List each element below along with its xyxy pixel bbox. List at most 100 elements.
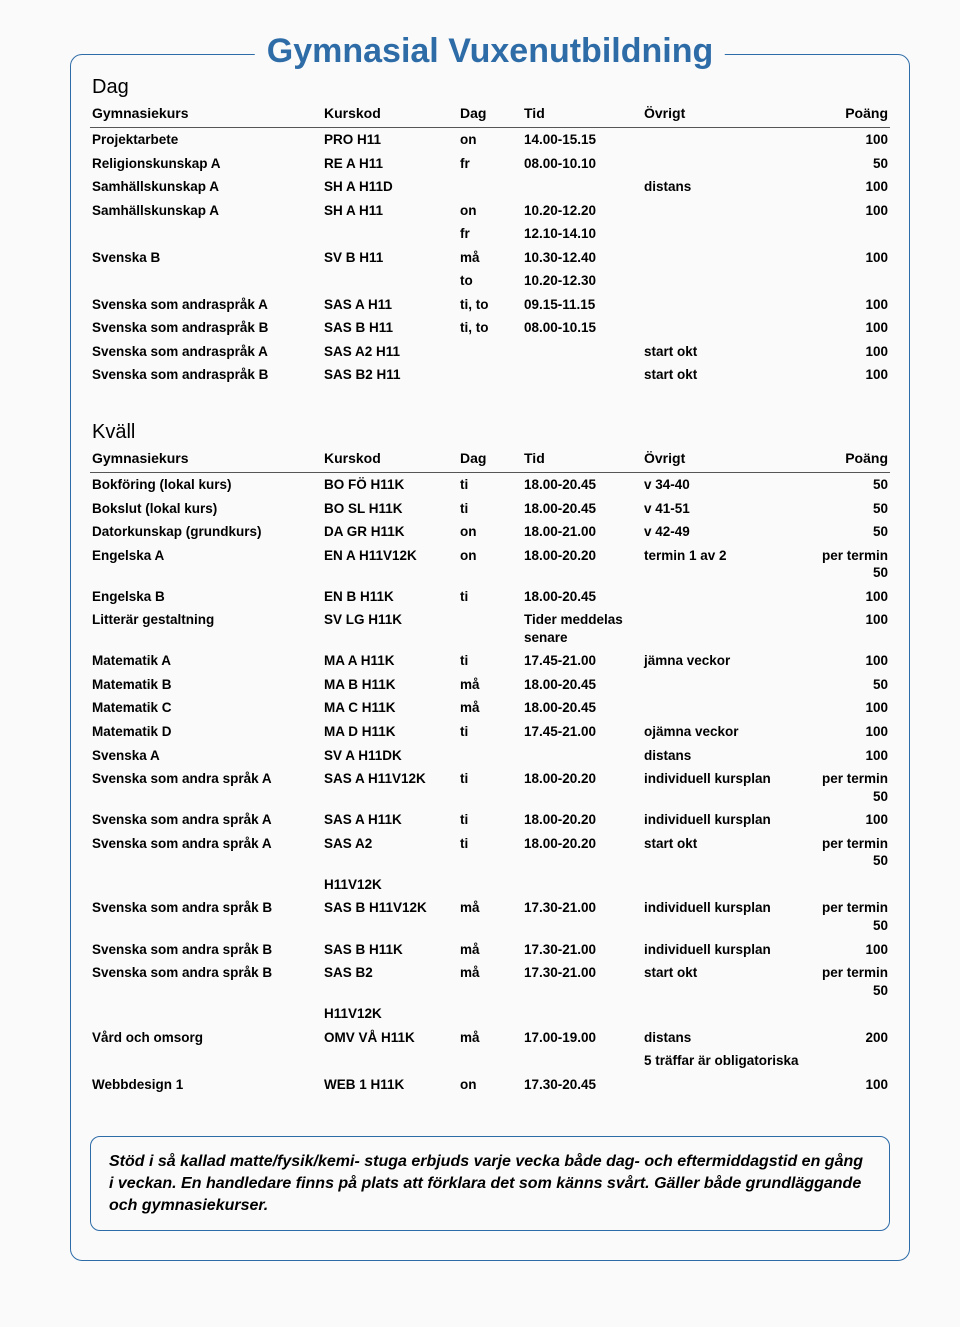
col-ovr-header-2: Övrigt (642, 446, 810, 473)
cell-kod (322, 222, 458, 246)
cell-kurs: Svenska som andraspråk A (90, 340, 322, 364)
table-row: to10.20-12.30 (90, 269, 890, 293)
cell-dag: må (458, 673, 522, 697)
cell-ovr: distans (642, 744, 810, 768)
cell-kurs: Svenska som andra språk B (90, 896, 322, 937)
cell-tid (522, 340, 642, 364)
cell-poang: 50 (810, 673, 890, 697)
col-ovr-header: Övrigt (642, 101, 810, 128)
cell-kod: BO FÖ H11K (322, 473, 458, 497)
cell-dag: ti (458, 767, 522, 808)
table-row: 5 träffar är obligatoriska (90, 1049, 890, 1073)
cell-poang: per termin 50 (810, 896, 890, 937)
cell-dag: ti (458, 808, 522, 832)
cell-kurs: Bokslut (lokal kurs) (90, 497, 322, 521)
col-tid-header: Tid (522, 101, 642, 128)
cell-dag: ti (458, 649, 522, 673)
cell-tid: 18.00-20.45 (522, 696, 642, 720)
cell-kurs: Matematik B (90, 673, 322, 697)
cell-poang: 100 (810, 128, 890, 152)
cell-dag: ti (458, 720, 522, 744)
table-row: Webbdesign 1WEB 1 H11Kon17.30-20.45100 (90, 1073, 890, 1097)
cell-ovr: v 41-51 (642, 497, 810, 521)
cell-dag: fr (458, 222, 522, 246)
cell-kurs (90, 269, 322, 293)
cell-dag (458, 608, 522, 649)
cell-kod: SAS B H11 (322, 316, 458, 340)
cell-kurs: Svenska som andra språk B (90, 938, 322, 962)
cell-kod: PRO H11 (322, 128, 458, 152)
cell-tid: 18.00-20.20 (522, 544, 642, 585)
cell-poang: 100 (810, 696, 890, 720)
table-row: Svenska som andraspråk ASAS A2 H11start … (90, 340, 890, 364)
cell-kod: MA D H11K (322, 720, 458, 744)
table-row: Religionskunskap ARE A H11fr08.00-10.105… (90, 152, 890, 176)
table-row: fr12.10-14.10 (90, 222, 890, 246)
cell-poang: 100 (810, 340, 890, 364)
cell-poang: 100 (810, 316, 890, 340)
note-box: Stöd i så kallad matte/fysik/kemi- stuga… (90, 1136, 890, 1231)
cell-kurs: Projektarbete (90, 128, 322, 152)
cell-tid: 18.00-21.00 (522, 520, 642, 544)
cell-poang: per termin 50 (810, 767, 890, 808)
cell-kurs: Vård och omsorg (90, 1026, 322, 1050)
cell-dag (458, 1049, 522, 1073)
cell-poang: 50 (810, 520, 890, 544)
cell-kurs (90, 222, 322, 246)
cell-dag: on (458, 128, 522, 152)
cell-dag: on (458, 1073, 522, 1097)
cell-tid: 17.45-21.00 (522, 649, 642, 673)
cell-kod: H11V12K (322, 873, 458, 897)
col-poang-header-2: Poäng (810, 446, 890, 473)
cell-dag: må (458, 696, 522, 720)
table-row: Svenska som andra språk BSAS B H11V12Kmå… (90, 896, 890, 937)
cell-dag: ti (458, 497, 522, 521)
cell-kod: SAS B H11K (322, 938, 458, 962)
cell-kod: BO SL H11K (322, 497, 458, 521)
cell-poang: 100 (810, 808, 890, 832)
cell-tid: 14.00-15.15 (522, 128, 642, 152)
cell-kurs: Datorkunskap (grundkurs) (90, 520, 322, 544)
cell-ovr: 5 träffar är obligatoriska (642, 1049, 810, 1073)
cell-poang: 100 (810, 720, 890, 744)
cell-dag (458, 873, 522, 897)
col-poang-header: Poäng (810, 101, 890, 128)
cell-ovr: ojämna veckor (642, 720, 810, 744)
cell-ovr (642, 128, 810, 152)
cell-kurs: Matematik C (90, 696, 322, 720)
cell-kurs (90, 1002, 322, 1026)
cell-ovr (642, 316, 810, 340)
cell-kod: WEB 1 H11K (322, 1073, 458, 1097)
table-row: Engelska AEN A H11V12Kon18.00-20.20termi… (90, 544, 890, 585)
dag-table-body: ProjektarbetePRO H11on14.00-15.15100Reli… (90, 128, 890, 388)
cell-poang: 100 (810, 938, 890, 962)
cell-tid: 18.00-20.20 (522, 767, 642, 808)
cell-kurs: Svenska B (90, 246, 322, 270)
cell-tid: 10.30-12.40 (522, 246, 642, 270)
cell-ovr (642, 269, 810, 293)
cell-tid: 17.30-20.45 (522, 1073, 642, 1097)
cell-kurs: Svenska som andra språk B (90, 961, 322, 1002)
table-row: Bokslut (lokal kurs)BO SL H11Kti18.00-20… (90, 497, 890, 521)
cell-tid: 08.00-10.10 (522, 152, 642, 176)
cell-ovr: distans (642, 1026, 810, 1050)
cell-kod: SV LG H11K (322, 608, 458, 649)
cell-dag: ti, to (458, 293, 522, 317)
cell-poang: 50 (810, 473, 890, 497)
cell-ovr: individuell kursplan (642, 767, 810, 808)
table-row: Matematik BMA B H11Kmå18.00-20.4550 (90, 673, 890, 697)
cell-poang: per termin 50 (810, 832, 890, 873)
cell-kurs: Religionskunskap A (90, 152, 322, 176)
cell-kod: SAS B2 H11 (322, 363, 458, 387)
table-row: Matematik DMA D H11Kti17.45-21.00ojämna … (90, 720, 890, 744)
cell-dag: må (458, 1026, 522, 1050)
cell-dag: ti (458, 832, 522, 873)
cell-tid: 12.10-14.10 (522, 222, 642, 246)
page-title: Gymnasial Vuxenutbildning (255, 32, 725, 71)
cell-poang: 100 (810, 744, 890, 768)
table-row: Svenska som andraspråk ASAS A H11ti, to0… (90, 293, 890, 317)
cell-poang: 100 (810, 649, 890, 673)
cell-poang: 200 (810, 1026, 890, 1050)
table-row: Svenska som andra språk BSAS B H11Kmå17.… (90, 938, 890, 962)
section-dag-label: Dag (92, 76, 890, 99)
